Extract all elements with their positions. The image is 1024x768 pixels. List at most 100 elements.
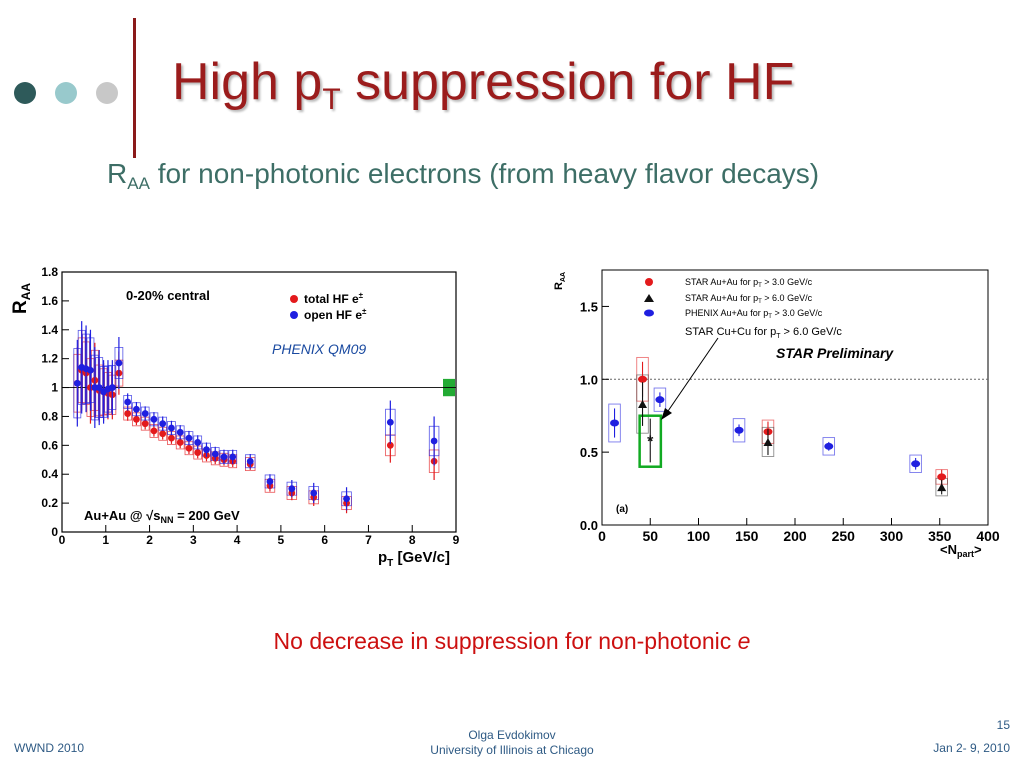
slide-subtitle: RAA for non-photonic electrons (from hea… <box>107 158 820 193</box>
data-point <box>343 495 350 503</box>
bullet-dots <box>14 82 118 104</box>
data-point <box>610 419 620 427</box>
data-point <box>159 430 167 438</box>
y-tick-label: 0.4 <box>41 467 58 481</box>
x-tick-label: 9 <box>453 533 460 547</box>
systematic-box <box>732 418 746 443</box>
data-point <box>246 457 254 465</box>
data-point <box>211 450 219 458</box>
data-point <box>141 410 149 417</box>
cucu-arrow-head <box>661 408 672 420</box>
data-point <box>185 444 193 452</box>
y-tick-label: 1.6 <box>41 294 58 308</box>
footer-author-affiliation: University of Illinois at Chicago <box>430 743 594 757</box>
slide-number: 15 <box>996 718 1010 732</box>
x-tick-label: 2 <box>146 533 153 547</box>
legend-label-open-hf: open HF e± <box>304 307 367 322</box>
data-point <box>430 437 438 445</box>
x-tick-label: 4 <box>234 533 241 547</box>
y-tick-label: 0.2 <box>41 496 58 510</box>
x-tick-label: 150 <box>735 528 759 544</box>
cucu-annotation: STAR Cu+Cu for pT > 6.0 GeV/c <box>685 326 842 340</box>
data-point <box>638 400 648 409</box>
centrality-annotation: 0-20% central <box>126 288 210 303</box>
x-tick-label: 200 <box>783 528 807 544</box>
y-tick-label: 0.5 <box>580 445 598 460</box>
panel-annotation: (a) <box>616 504 628 515</box>
data-point: * <box>647 433 654 450</box>
data-point <box>194 449 202 456</box>
y-tick-label: 0.0 <box>580 518 598 533</box>
y-tick-label: 1 <box>51 381 58 395</box>
right-legend: STAR Au+Au for pT > 3.0 GeV/c STAR Au+Au… <box>644 277 823 320</box>
data-point <box>288 485 296 493</box>
plot-frame-bg <box>548 262 1008 552</box>
x-tick-label: 6 <box>321 533 328 547</box>
data-point <box>203 446 210 454</box>
y-tick-label: 1.0 <box>580 372 598 387</box>
data-point <box>141 420 149 428</box>
x-tick-label: 8 <box>409 533 416 547</box>
legend-marker-total-hf <box>290 295 298 303</box>
y-tick-label: 1.8 <box>41 265 58 279</box>
data-point <box>124 410 132 417</box>
bullet-dot-teal <box>55 82 77 104</box>
data-point <box>310 489 318 497</box>
x-tick-label: 250 <box>832 528 856 544</box>
legend-marker-open-hf <box>290 311 298 319</box>
x-tick-label: 50 <box>642 528 658 544</box>
data-point <box>176 439 184 446</box>
star-raa-vs-npart-chart: 0 50 100 150 200 250 300 350 400 0.0 0.5 1.0 1.5 * R… <box>548 262 1008 559</box>
data-point <box>763 437 773 446</box>
y-axis-label: RAA <box>10 283 33 314</box>
y-tick-label: 0.6 <box>41 438 58 452</box>
footer-author: Olga Evdokimov University of Illinois at… <box>0 728 1024 758</box>
y-tick-label: 0.8 <box>41 409 58 423</box>
data-point <box>220 453 228 461</box>
data-point <box>95 384 103 391</box>
x-axis-label: pT [GeV/c] <box>378 549 450 569</box>
data-point <box>133 405 140 413</box>
legend-marker-phenix-3 <box>644 309 654 317</box>
cucu-highlight-box <box>638 414 663 468</box>
footer-date: Jan 2- 9, 2010 <box>933 741 1010 755</box>
preliminary-annotation: STAR Preliminary <box>776 345 894 361</box>
data-point <box>168 434 175 442</box>
data-point <box>124 398 132 406</box>
y-tick-label: 1.4 <box>41 323 58 337</box>
data-point <box>937 483 947 492</box>
data-point <box>108 384 116 391</box>
x-tick-label: 0 <box>598 528 606 544</box>
left-legend: total HF e± open HF e± <box>290 291 367 322</box>
conclusion-text: No decrease in suppression for non-photo… <box>273 628 751 654</box>
bullet-dot-gray <box>96 82 118 104</box>
y-tick-label: 1.2 <box>41 352 58 366</box>
y-axis-label: RAA <box>553 272 567 290</box>
data-point <box>176 428 184 436</box>
data-point <box>229 453 237 461</box>
systematic-box <box>608 403 621 443</box>
data-point <box>115 359 123 367</box>
systematic-box <box>822 437 836 456</box>
legend-marker-star-6 <box>644 294 654 302</box>
x-tick-label: 100 <box>687 528 711 544</box>
phenix-raa-vs-pt-chart: 0 1 2 3 4 5 6 7 8 9 0 0.2 0.4 0.6 0.8 1 1.2 1.4 1.6 1.8 RAA… <box>10 265 460 569</box>
data-point <box>655 396 665 404</box>
data-point <box>194 439 202 446</box>
legend-label-phenix-3: PHENIX Au+Au for pT > 3.0 GeV/c <box>685 308 823 320</box>
systematic-box <box>653 387 667 412</box>
data-point <box>734 426 744 434</box>
data-point <box>87 366 94 374</box>
systematic-box <box>909 454 922 473</box>
data-point <box>824 442 834 450</box>
data-point <box>638 375 648 383</box>
data-point <box>386 441 394 449</box>
data-point <box>911 460 921 468</box>
x-tick-label: 7 <box>365 533 372 547</box>
data-point <box>266 478 274 485</box>
y-tick-label: 0 <box>51 525 58 539</box>
data-point <box>73 379 81 387</box>
data-point <box>159 420 167 428</box>
data-point <box>150 415 158 423</box>
data-point <box>168 424 175 432</box>
